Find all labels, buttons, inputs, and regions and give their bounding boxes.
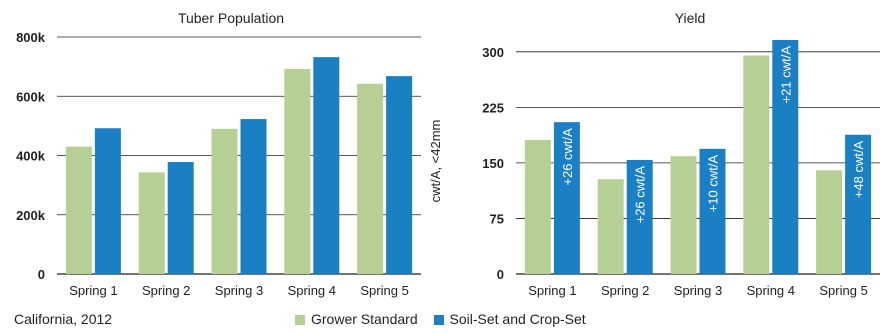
chart1-bar-soilset [313, 57, 340, 274]
chart1-bar-soilset [167, 162, 194, 274]
chart1-xtick-label: Spring 2 [142, 283, 190, 298]
chart1-bar-grower [65, 146, 92, 274]
chart1-ytick-label: 400k [16, 149, 46, 164]
chart2-ytick-label: 150 [482, 156, 504, 171]
chart2-bar-soilset [772, 39, 799, 275]
legend-swatch-soilset [433, 315, 444, 325]
chart2-xtick-label: Spring 4 [747, 283, 795, 298]
legend-item-soilset: Soil-Set and Crop-Set [433, 311, 586, 327]
chart2-data-label: +21 cwt/A [778, 46, 793, 104]
chart1-bar-grower [284, 68, 311, 275]
chart2-y-axis-label: cwt/A, <42mm [428, 120, 443, 203]
chart2-data-label: +26 cwt/A [560, 128, 575, 186]
chart1-bar-grower [357, 83, 384, 275]
chart2-data-label: +26 cwt/A [633, 166, 648, 224]
chart2-ytick-label: 0 [497, 267, 504, 282]
chart2-ytick-label: 300 [482, 45, 504, 60]
chart2-data-label: +10 cwt/A [706, 155, 721, 213]
chart2-bar-soilset [553, 122, 580, 274]
chart1-xtick-label: Spring 4 [288, 283, 336, 298]
chart-figure: Tuber Population Yield cwt/A, <42mm 0 200… [16, 10, 880, 298]
chart2-bar-grower [816, 170, 843, 274]
legend: Grower Standard Soil-Set and Crop-Set [295, 311, 598, 327]
chart1-xtick-label: Spring 5 [360, 283, 408, 298]
chart2-ytick-label: 75 [490, 211, 504, 226]
chart2-bar-grower [670, 156, 697, 274]
chart2-bar-soilset [626, 159, 653, 274]
chart2-bar-grower [524, 139, 551, 274]
chart2-xtick-label: Spring 3 [674, 283, 722, 298]
chart1-xtick-label: Spring 3 [215, 283, 263, 298]
chart1-bar-soilset [94, 128, 121, 274]
chart1-ytick-label: 600k [16, 89, 46, 104]
legend-label-grower: Grower Standard [311, 311, 418, 327]
chart2-bar-grower [597, 179, 624, 274]
chart2-xtick-label: Spring 5 [819, 283, 867, 298]
chart2-ytick-label: 225 [482, 100, 504, 115]
chart2-data-label: +48 cwt/A [851, 140, 866, 198]
legend-item-grower: Grower Standard [295, 311, 418, 327]
footer-note: California, 2012 [14, 311, 113, 327]
chart1-bar-grower [211, 128, 238, 274]
chart1-bar-grower [138, 172, 165, 274]
chart2-plot: 0 75 150 225 300 +26 cwt/A Spring 1 +26 cwt/A Sp… [482, 39, 880, 298]
chart1-bar-soilset [386, 76, 413, 274]
chart2-bar-soilset [845, 134, 872, 274]
chart2-bar-soilset [699, 148, 726, 274]
chart1-title: Tuber Population [178, 10, 284, 26]
chart2-xtick-label: Spring 1 [528, 283, 576, 298]
chart1-ytick-label: 800k [16, 30, 46, 45]
legend-label-soilset: Soil-Set and Crop-Set [449, 311, 586, 327]
chart2-bar-grower [743, 55, 770, 274]
chart1-ytick-label: 200k [16, 208, 46, 223]
chart2-xtick-label: Spring 2 [601, 283, 649, 298]
chart1-xtick-label: Spring 1 [69, 283, 117, 298]
chart1-ytick-label: 0 [38, 267, 45, 282]
chart2-title: Yield [675, 10, 706, 26]
chart1-plot: 0 200k 400k 600k 800k Spring 1 Spring 2 Spring … [16, 30, 421, 298]
legend-swatch-grower [295, 315, 305, 325]
chart1-bar-soilset [240, 119, 267, 274]
